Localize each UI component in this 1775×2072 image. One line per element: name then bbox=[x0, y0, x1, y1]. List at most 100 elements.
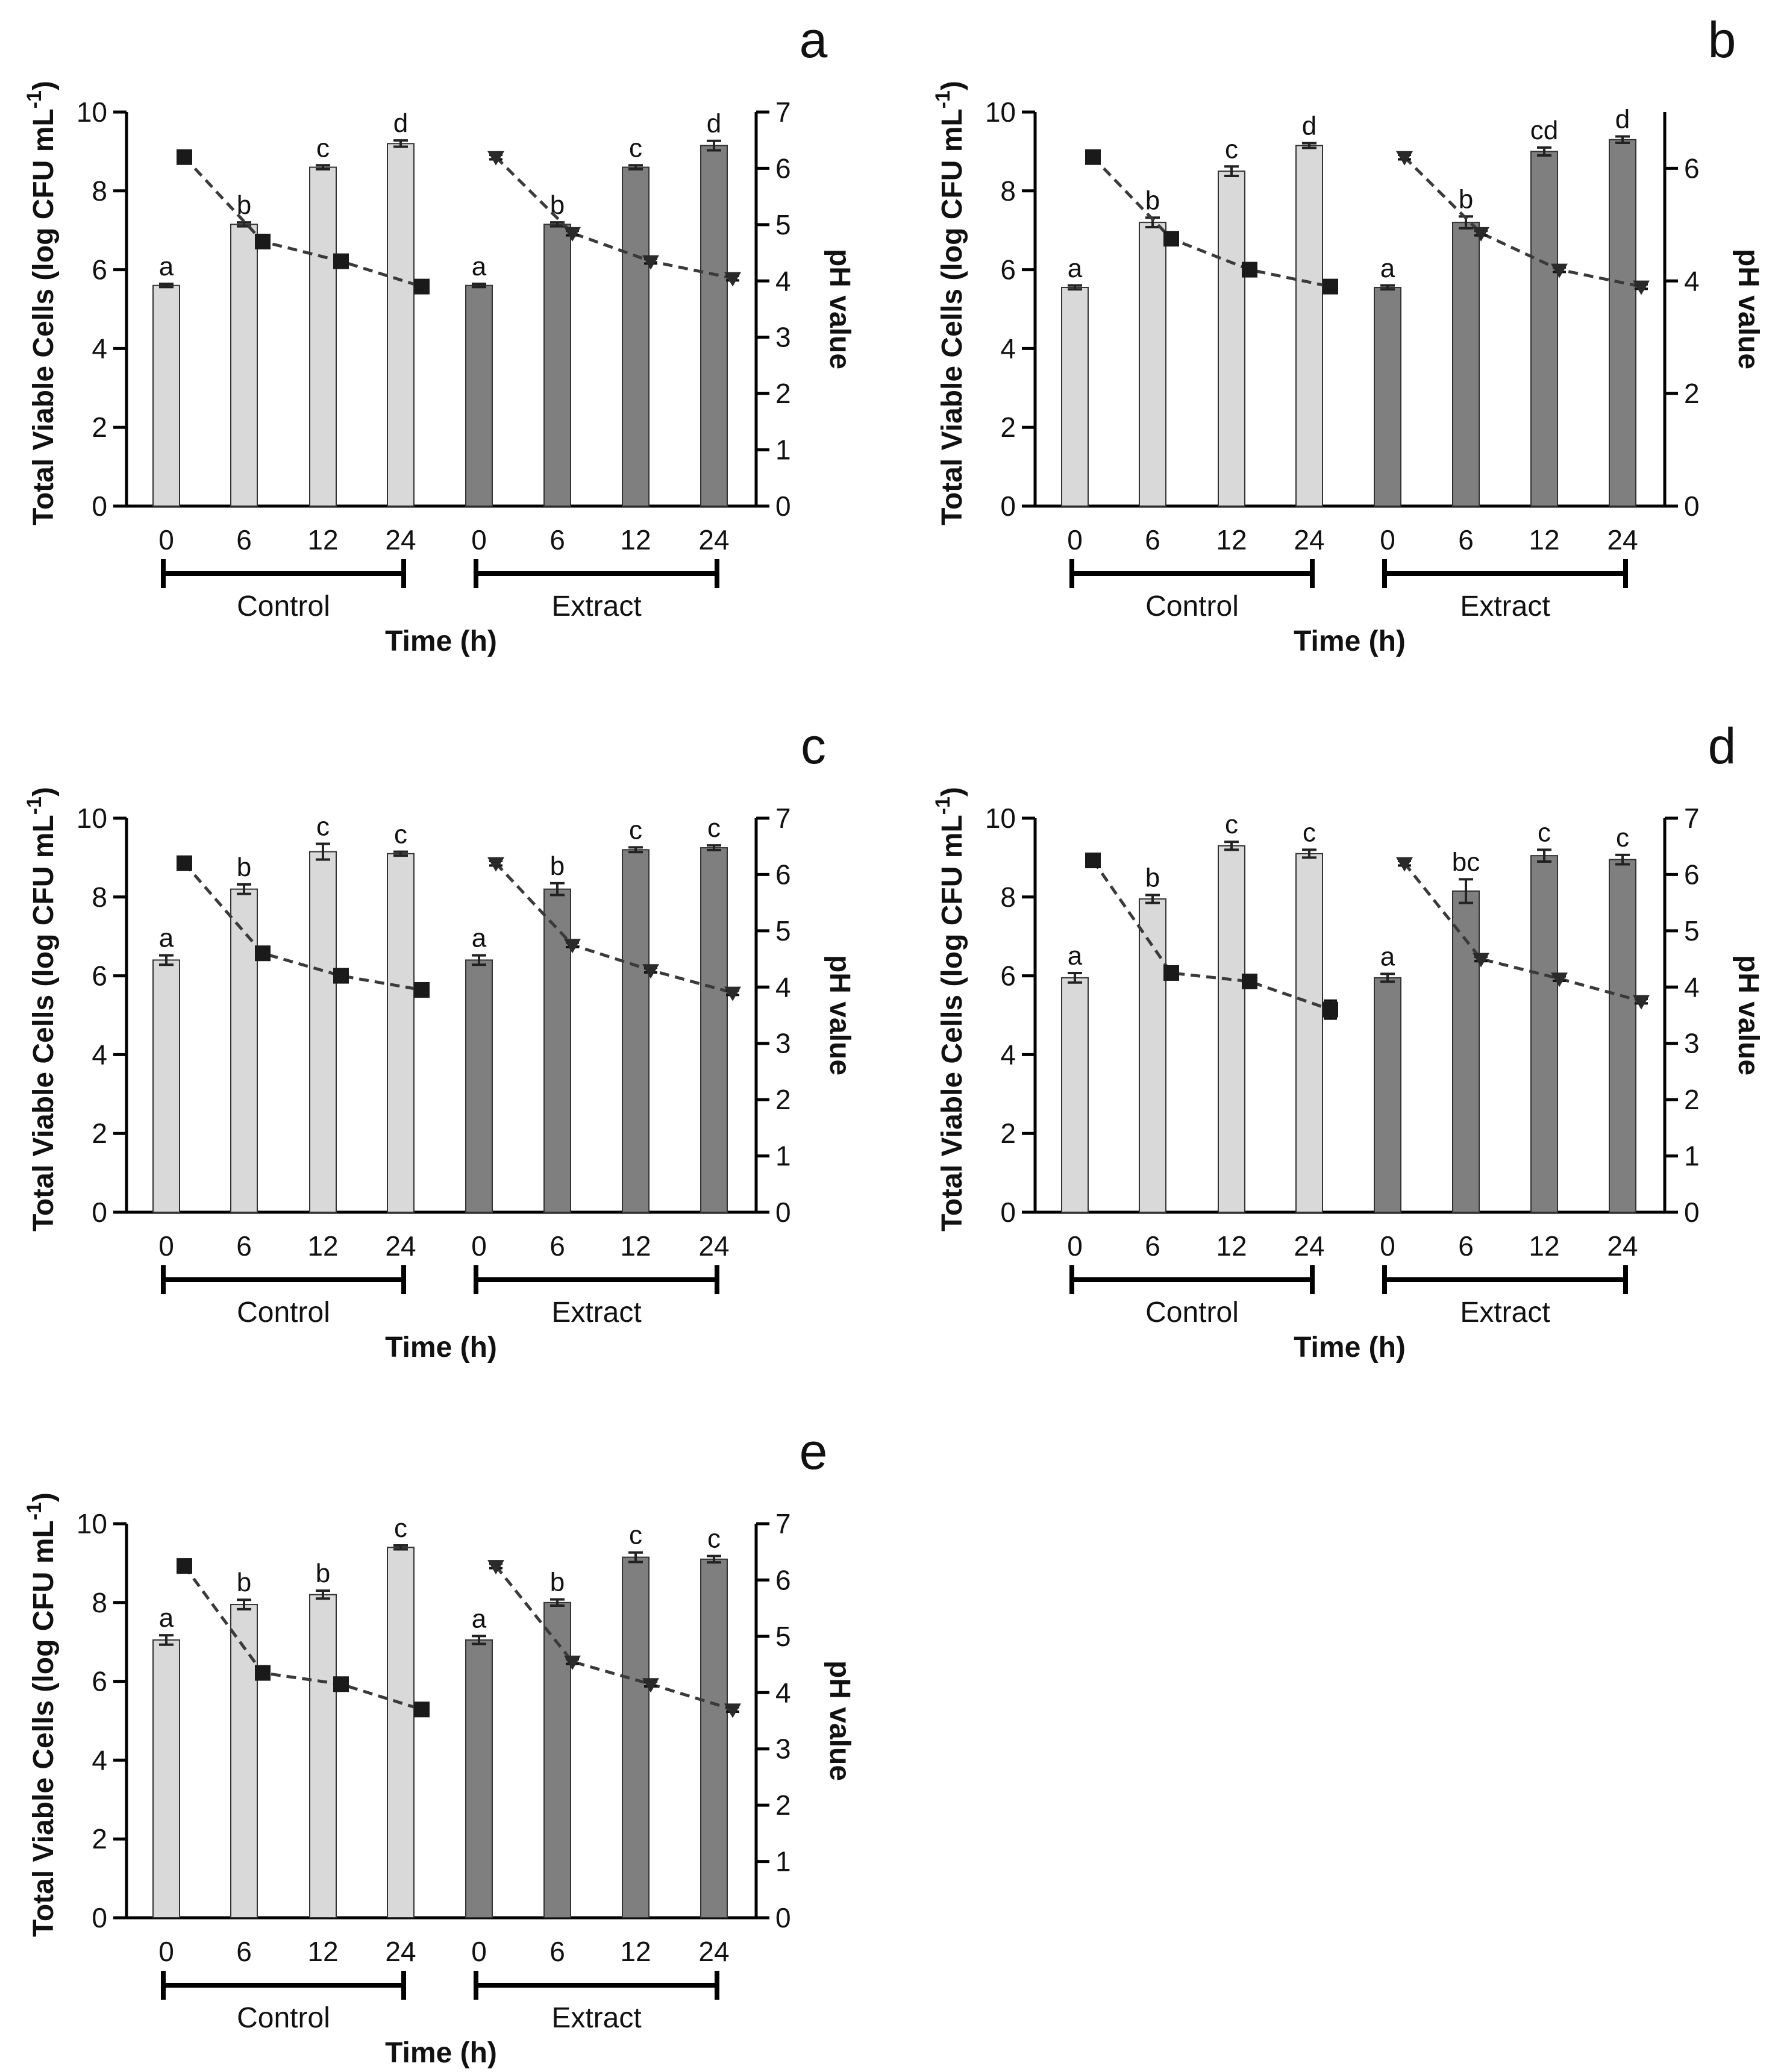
y2-tick-label: 0 bbox=[775, 490, 791, 522]
significance-letter: a bbox=[1068, 254, 1083, 283]
y2-axis-title: pH value bbox=[824, 1660, 856, 1781]
significance-letter: b bbox=[316, 1559, 330, 1588]
x-tick-label: 6 bbox=[1145, 524, 1160, 556]
y2-tick-label: 5 bbox=[775, 915, 791, 947]
bar-control-12 bbox=[309, 1594, 337, 1919]
significance-letter: c bbox=[629, 133, 642, 163]
ph-point-square bbox=[333, 1676, 349, 1692]
y2-tick-label: 4 bbox=[775, 1677, 791, 1708]
bar-extract-12 bbox=[622, 1556, 650, 1918]
ph-point-square bbox=[177, 149, 192, 165]
y2-tick-label: 0 bbox=[1684, 1197, 1700, 1228]
bar-control-12 bbox=[1218, 171, 1245, 507]
significance-letter: c bbox=[316, 812, 330, 842]
group-label-extract: Extract bbox=[1460, 590, 1550, 622]
x-tick-label: 0 bbox=[158, 1230, 174, 1262]
y-tick-label: 2 bbox=[1000, 412, 1016, 443]
bar-control-0 bbox=[152, 1639, 180, 1918]
y-axis-title: Total Viable Cells (log CFU mL-1) bbox=[931, 787, 968, 1232]
y2-tick-label: 1 bbox=[1684, 1141, 1700, 1172]
x-tick-label: 24 bbox=[385, 1230, 416, 1262]
y-tick-label: 10 bbox=[77, 803, 107, 834]
x-tick-label: 12 bbox=[1216, 524, 1247, 556]
x-tick-label: 0 bbox=[471, 1936, 487, 1967]
bar-control-6 bbox=[230, 1604, 258, 1918]
y-tick-label: 4 bbox=[92, 1039, 107, 1070]
x-axis-title: Time (h) bbox=[385, 625, 497, 657]
x-tick-label: 6 bbox=[549, 1230, 565, 1262]
panel-letter: c bbox=[801, 718, 826, 774]
ph-point-square bbox=[255, 233, 271, 249]
significance-letter: b bbox=[237, 1568, 251, 1597]
y2-tick-label: 1 bbox=[775, 1141, 791, 1172]
bar-control-24 bbox=[387, 1547, 415, 1919]
significance-letter: c bbox=[394, 1513, 407, 1543]
y-tick-label: 10 bbox=[77, 1508, 107, 1539]
ph-point-triangle bbox=[564, 227, 581, 242]
significance-letter: c bbox=[707, 813, 721, 843]
ph-point-triangle bbox=[642, 255, 659, 270]
ph-point-square bbox=[333, 253, 349, 269]
ph-line-extract bbox=[1403, 155, 1642, 289]
y-tick-label: 6 bbox=[1000, 254, 1016, 286]
significance-letter: d bbox=[393, 108, 408, 138]
ph-point-square bbox=[1085, 149, 1101, 165]
x-tick-label: 6 bbox=[549, 1936, 565, 1967]
y2-tick-label: 4 bbox=[1684, 971, 1700, 1003]
group-label-control: Control bbox=[1145, 1297, 1239, 1329]
x-tick-label: 0 bbox=[1067, 1230, 1083, 1262]
bar-control-12 bbox=[309, 166, 337, 507]
group-label-extract: Extract bbox=[551, 590, 641, 622]
x-tick-label: 6 bbox=[549, 524, 565, 556]
ph-point-triangle bbox=[1473, 227, 1489, 242]
x-tick-label: 0 bbox=[471, 524, 487, 556]
x-axis-title: Time (h) bbox=[385, 2037, 497, 2069]
x-tick-label: 12 bbox=[1529, 1230, 1559, 1262]
y2-tick-label: 2 bbox=[775, 1084, 791, 1115]
significance-letter: c bbox=[707, 1524, 721, 1554]
significance-letter: c bbox=[1225, 810, 1238, 839]
x-tick-label: 6 bbox=[236, 524, 252, 556]
x-tick-label: 0 bbox=[1067, 524, 1083, 556]
ph-point-square bbox=[414, 1701, 430, 1718]
x-tick-label: 6 bbox=[236, 1230, 252, 1262]
significance-letter: cd bbox=[1530, 116, 1558, 145]
significance-letter: a bbox=[159, 924, 174, 953]
group-label-control: Control bbox=[237, 590, 330, 622]
x-tick-label: 0 bbox=[158, 524, 174, 556]
ph-point-triangle bbox=[1551, 972, 1568, 987]
y-axis-title: Total Viable Cells (log CFU mL-1) bbox=[23, 1492, 60, 1937]
y-tick-label: 2 bbox=[92, 1118, 107, 1149]
y2-tick-label: 5 bbox=[775, 209, 791, 240]
x-tick-label: 24 bbox=[698, 1936, 729, 1967]
y2-tick-label: 6 bbox=[1684, 152, 1700, 184]
bar-control-0 bbox=[1061, 977, 1089, 1213]
y-tick-label: 10 bbox=[77, 96, 107, 128]
x-tick-label: 24 bbox=[1294, 1230, 1324, 1262]
significance-letter: b bbox=[237, 853, 251, 882]
x-tick-label: 0 bbox=[1380, 1230, 1395, 1262]
y-tick-label: 4 bbox=[1000, 333, 1016, 364]
y2-tick-label: 6 bbox=[775, 1564, 791, 1595]
bar-control-0 bbox=[152, 284, 180, 507]
significance-letter: c bbox=[1225, 134, 1238, 164]
significance-letter: b bbox=[550, 1568, 565, 1597]
bar-extract-6 bbox=[1452, 222, 1480, 507]
y2-axis-title: pH value bbox=[824, 955, 856, 1075]
significance-letter: a bbox=[472, 252, 487, 281]
ph-point-triangle bbox=[564, 939, 581, 954]
bar-control-12 bbox=[309, 851, 337, 1213]
ph-point-square bbox=[414, 981, 430, 998]
significance-letter: b bbox=[1459, 184, 1473, 214]
bar-extract-24 bbox=[700, 1558, 728, 1919]
y-axis-title: Total Viable Cells (log CFU mL-1) bbox=[931, 81, 968, 525]
y-tick-label: 8 bbox=[1000, 881, 1016, 913]
x-axis-title: Time (h) bbox=[385, 1332, 497, 1363]
panel-letter: b bbox=[1708, 11, 1736, 68]
x-tick-label: 12 bbox=[307, 1936, 338, 1967]
ph-point-triangle bbox=[642, 1678, 659, 1693]
significance-letter: c bbox=[1538, 818, 1551, 847]
ph-line-control bbox=[1091, 859, 1331, 1012]
